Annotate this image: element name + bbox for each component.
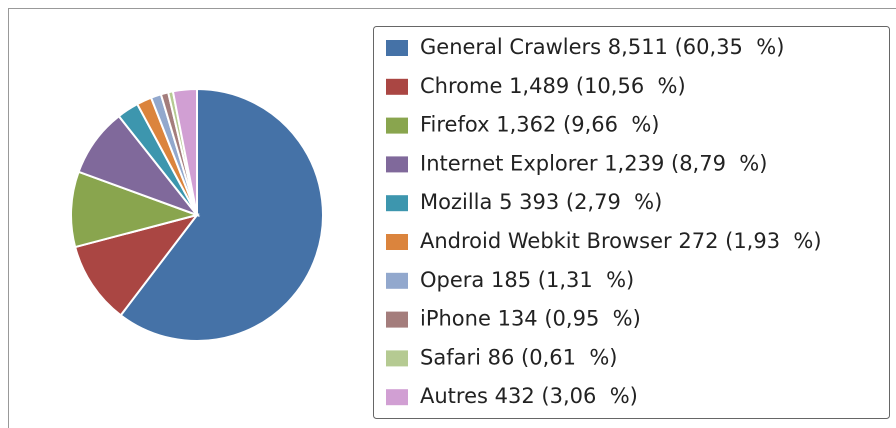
legend-label: Chrome 1,489 (10,56 %) bbox=[420, 74, 686, 98]
legend-label: Android Webkit Browser 272 (1,93 %) bbox=[420, 229, 822, 253]
legend-swatch bbox=[386, 350, 408, 367]
legend-value: 8,511 bbox=[608, 35, 668, 59]
legend-percent: (1,31 %) bbox=[538, 268, 634, 292]
pie-slice bbox=[119, 87, 324, 342]
legend-label: General Crawlers 8,511 (60,35 %) bbox=[420, 35, 784, 59]
legend-name: Android Webkit Browser bbox=[420, 229, 672, 253]
legend-label: Safari 86 (0,61 %) bbox=[420, 345, 618, 369]
legend-name: General Crawlers bbox=[420, 35, 601, 59]
pie-slice bbox=[171, 87, 198, 216]
legend-percent: (0,61 %) bbox=[521, 345, 617, 369]
legend-box bbox=[373, 26, 890, 419]
legend-swatch bbox=[386, 272, 408, 289]
legend-swatch bbox=[386, 195, 408, 212]
legend-name: iPhone bbox=[420, 307, 491, 331]
legend-swatch bbox=[386, 40, 408, 56]
legend-value: 272 bbox=[678, 229, 718, 253]
legend-value: 1,489 bbox=[509, 74, 569, 98]
legend-percent: (2,79 %) bbox=[566, 190, 662, 214]
legend-value: 432 bbox=[495, 384, 535, 408]
legend-value: 185 bbox=[491, 268, 531, 292]
legend-swatch bbox=[386, 389, 408, 406]
legend-swatch bbox=[386, 311, 408, 328]
legend-value: 5 393 bbox=[499, 190, 559, 214]
legend-value: 134 bbox=[498, 307, 538, 331]
legend-label: Opera 185 (1,31 %) bbox=[420, 268, 634, 292]
legend-value: 1,239 bbox=[604, 151, 664, 175]
legend-name: Firefox bbox=[420, 113, 490, 137]
legend-name: Autres bbox=[420, 384, 488, 408]
legend-label: Mozilla 5 393 (2,79 %) bbox=[420, 190, 662, 214]
legend-percent: (8,79 %) bbox=[671, 151, 767, 175]
legend-value: 86 bbox=[488, 345, 515, 369]
legend-name: Chrome bbox=[420, 74, 502, 98]
legend-value: 1,362 bbox=[496, 113, 556, 137]
legend-percent: (1,93 %) bbox=[725, 229, 821, 253]
legend-percent: (10,56 %) bbox=[576, 74, 686, 98]
legend-label: Internet Explorer 1,239 (8,79 %) bbox=[420, 151, 767, 175]
legend-label: iPhone 134 (0,95 %) bbox=[420, 307, 641, 331]
legend-name: Internet Explorer bbox=[420, 151, 598, 175]
legend-label: Firefox 1,362 (9,66 %) bbox=[420, 113, 659, 137]
legend-name: Opera bbox=[420, 268, 484, 292]
legend-swatch bbox=[386, 156, 408, 173]
legend-swatch bbox=[386, 117, 408, 134]
pie-slice bbox=[70, 170, 201, 249]
legend-percent: (9,66 %) bbox=[563, 113, 659, 137]
legend-percent: (3,06 %) bbox=[541, 384, 637, 408]
legend-swatch bbox=[386, 78, 408, 95]
legend-name: Safari bbox=[420, 345, 481, 369]
legend-percent: (0,95 %) bbox=[544, 307, 640, 331]
legend-swatch bbox=[386, 234, 408, 250]
legend-percent: (60,35 %) bbox=[675, 35, 785, 59]
legend-label: Autres 432 (3,06 %) bbox=[420, 384, 638, 408]
pie-slice bbox=[73, 213, 200, 317]
legend-name: Mozilla bbox=[420, 190, 492, 214]
